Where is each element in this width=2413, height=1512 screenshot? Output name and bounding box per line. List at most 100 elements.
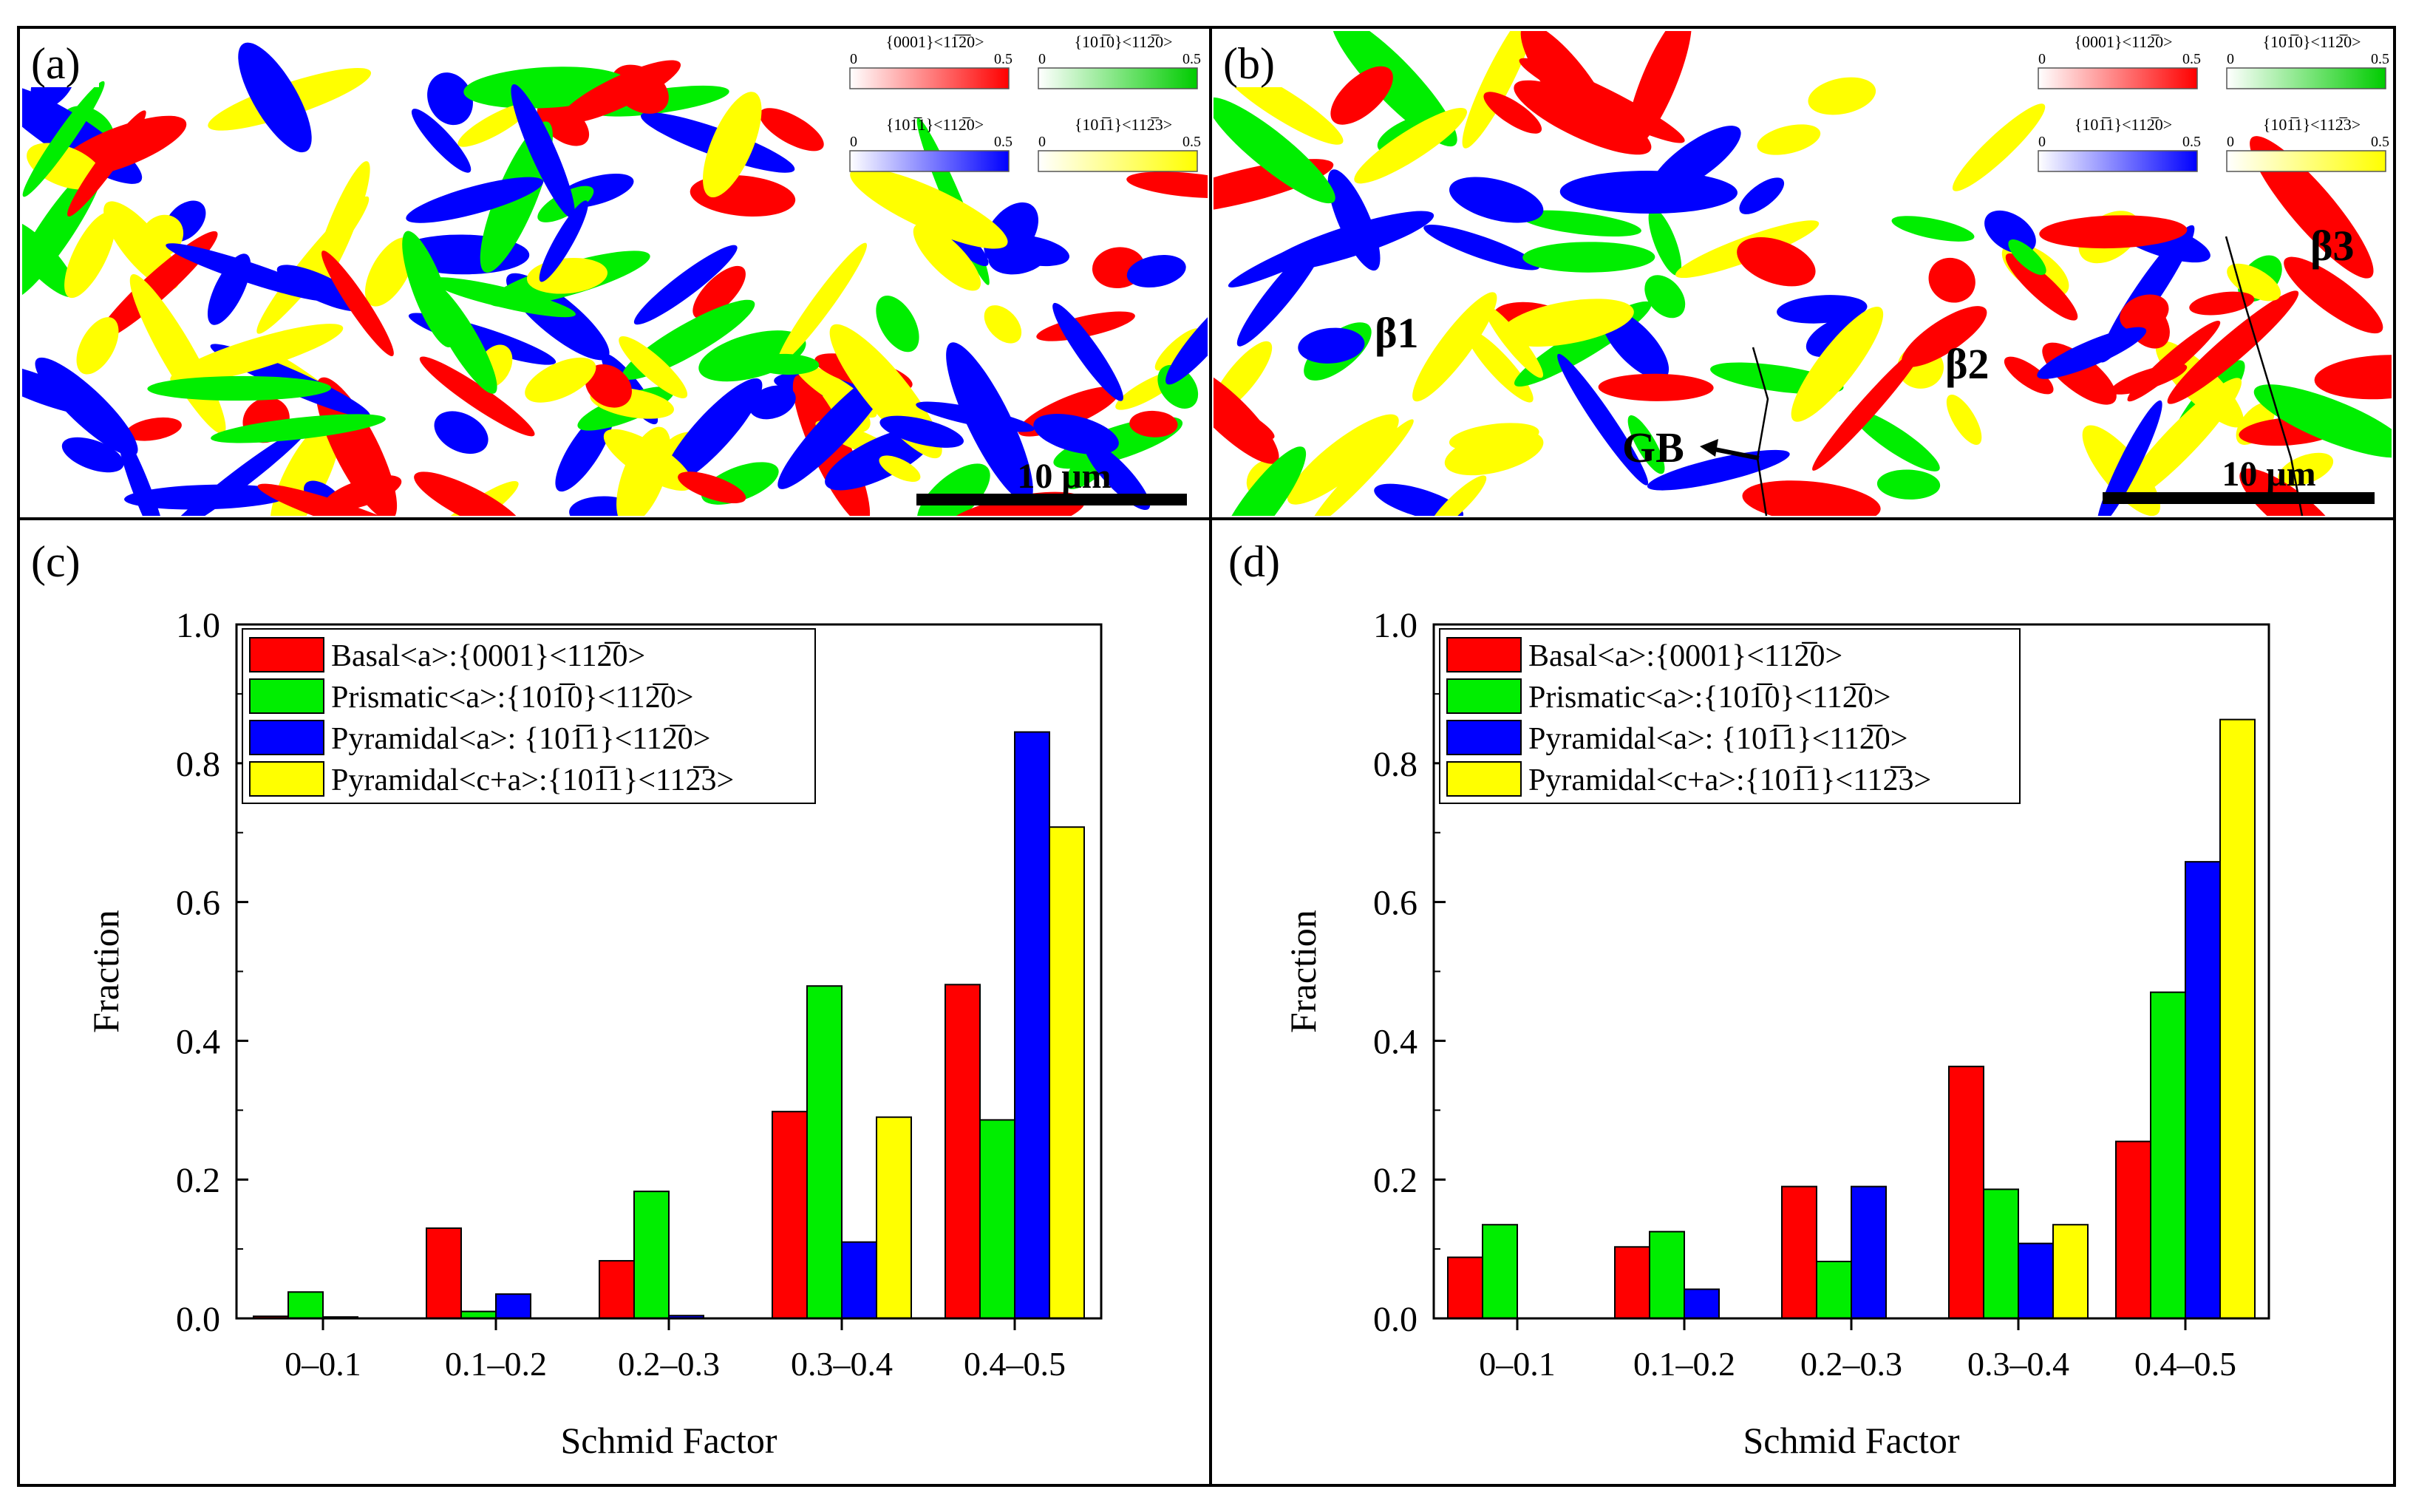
map-legend-max: 0.5: [2371, 51, 2389, 67]
grain: [1216, 446, 1307, 516]
grain: [633, 245, 738, 325]
grain: [406, 177, 544, 223]
grain: [35, 357, 138, 456]
grain: [238, 42, 312, 153]
grain: [2253, 384, 2392, 458]
grain: [1287, 414, 1399, 505]
legend-swatch: [1446, 720, 1522, 755]
bar: [1049, 826, 1085, 1319]
panel-label-backing: [1219, 35, 1291, 87]
gb-arrowhead: [1700, 439, 1718, 457]
map-legend-min: 0: [2227, 134, 2234, 150]
grain-layer: [22, 42, 1208, 516]
grain: [1330, 66, 1393, 125]
map-legend-max: 0.5: [2182, 51, 2201, 67]
grain: [64, 212, 116, 299]
grain: [256, 196, 370, 334]
bar: [841, 1241, 877, 1319]
bar: [599, 1260, 635, 1319]
ebsd-map-b: {0001}<112̅0> 0 0.5 {101̅0}<112̅0> 0 0.5 {101̅…: [1214, 31, 2392, 517]
map-legend-min: 0: [1038, 51, 1046, 67]
grain: [511, 84, 575, 219]
x-tick-label: 0.2–0.3: [618, 1345, 720, 1383]
x-tick-label: 0.1–0.2: [445, 1345, 547, 1383]
bar: [1482, 1224, 1518, 1319]
grain: [1522, 242, 1655, 273]
map-legend-max: 0.5: [1182, 134, 1201, 150]
bar: [2018, 1242, 2054, 1320]
grain: [1644, 275, 1686, 319]
map-legend-label: {101̅0}<112̅0>: [2262, 33, 2361, 51]
bar: [287, 1291, 324, 1319]
bar: [1614, 1246, 1650, 1319]
legend-label: Prismatic<a>:{101̅0}<112̅0>: [331, 681, 693, 715]
legend-swatch: [1446, 637, 1522, 672]
grain: [2004, 356, 2054, 395]
y-tick-label: 0.6: [176, 884, 220, 923]
x-tick-label: 0.2–0.3: [1800, 1345, 1902, 1383]
grain: [1309, 419, 1414, 516]
grain: [1891, 216, 1975, 242]
grain: [1462, 31, 1539, 149]
x-tick-label: 0–0.1: [285, 1345, 361, 1383]
grain: [879, 455, 921, 482]
grain: [270, 418, 341, 516]
grain: [1902, 306, 1987, 367]
grain: [603, 429, 693, 491]
legend-label: Pyramidal<a>: {101̅1}<112̅0>: [1528, 722, 1907, 756]
grain: [1423, 225, 1539, 270]
grain: [1126, 171, 1208, 199]
grain-boundary: [2225, 236, 2304, 517]
grain: [434, 411, 489, 454]
grain: [537, 100, 590, 146]
panel-label: (a): [31, 39, 81, 88]
bar: [2115, 1140, 2151, 1320]
bar: [2052, 1224, 2089, 1319]
chart-c: (c) 0.0 0.2 0.4 0.6 0.8 1.0 0–0.1 0.1–0.2 0.2–0.3…: [31, 537, 1103, 1461]
grain: [2227, 263, 2281, 302]
map-legend-min: 0: [850, 51, 857, 67]
x-tick-label: 0.3–0.4: [791, 1345, 893, 1383]
bar: [1649, 1230, 1685, 1319]
grain: [1514, 80, 1652, 155]
beta1-label: β1: [1375, 309, 1419, 357]
grain: [1412, 292, 1497, 402]
grain: [1757, 124, 1821, 155]
grain: [663, 378, 763, 486]
grain: [365, 237, 415, 307]
x-tick-label: 0.3–0.4: [1967, 1345, 2069, 1383]
grain: [276, 265, 365, 312]
bar: [1948, 1066, 1984, 1319]
grain: [749, 385, 796, 420]
beta2-label: β2: [1945, 340, 1990, 388]
map-legend-label: {0001}<112̅0>: [2074, 33, 2172, 51]
grain: [555, 409, 613, 492]
bar: [2219, 718, 2256, 1319]
legend-swatch: [249, 637, 324, 672]
bar: [876, 1116, 912, 1319]
y-tick-label: 0.6: [1373, 884, 1417, 923]
grain: [539, 200, 588, 282]
y-tick-label: 0.8: [1373, 745, 1417, 784]
grain: [1557, 353, 1649, 486]
grain: [1354, 108, 1468, 184]
legend-label: Prismatic<a>:{101̅0}<112̅0>: [1528, 681, 1890, 715]
grain: [2189, 291, 2255, 316]
map-legend-bar: [1038, 67, 1198, 89]
grain: [166, 243, 331, 302]
y-tick-label: 0.0: [176, 1300, 220, 1339]
legend-label: Basal<a>:{0001}<112̅0>: [331, 639, 645, 673]
grain: [2099, 225, 2195, 363]
grain: [117, 429, 167, 516]
grain: [76, 317, 119, 375]
bar: [2185, 861, 2221, 1319]
panel-label: (c): [31, 537, 81, 586]
grain: [759, 108, 824, 151]
map-legend-min: 0: [1038, 134, 1046, 150]
map-legend-max: 0.5: [2371, 134, 2389, 150]
grain: [170, 324, 344, 384]
map-legend-label: {101̅1}<112̅0>: [2075, 115, 2172, 134]
grain: [1083, 440, 1151, 511]
y-tick-label: 1.0: [176, 606, 220, 645]
